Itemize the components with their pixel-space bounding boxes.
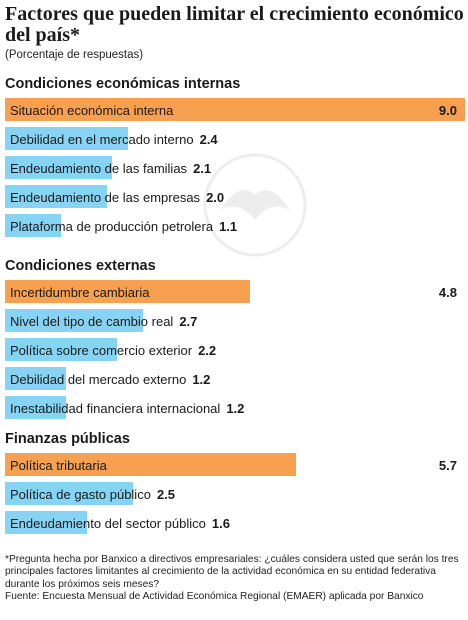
- data-label: 1.2: [192, 372, 211, 387]
- data-label: 2.7: [179, 314, 198, 329]
- bar-row: Debilidad en el mercado interno 2.4: [5, 127, 465, 150]
- category-label: Inestabilidad financiera internacional: [10, 401, 221, 416]
- bar: [5, 156, 113, 179]
- data-label: 2.2: [198, 343, 217, 358]
- bar-label: Plataforma de producción petrolera 1.1: [10, 214, 237, 237]
- bar-row: Debilidad del mercado externo 1.2: [5, 367, 465, 390]
- category-label: Endeudamiento de las empresas: [10, 190, 201, 205]
- bar: [5, 338, 118, 361]
- section-title: Finanzas públicas: [5, 431, 130, 447]
- data-label: 2.4: [199, 132, 218, 147]
- footnote-source: Fuente: Encuesta Mensual de Actividad Ec…: [5, 590, 424, 602]
- bar: [5, 511, 87, 534]
- bar: [5, 482, 133, 505]
- category-label: Debilidad en el mercado interno: [10, 132, 194, 147]
- bar-row: Nivel del tipo de cambio real 2.7: [5, 309, 465, 332]
- data-label: 1.1: [219, 219, 238, 234]
- bar-label: Endeudamiento del sector público 1.6: [10, 511, 230, 534]
- category-label: Incertidumbre cambiaria: [10, 285, 150, 300]
- bar-label: Endeudamiento de las empresas 2.0: [10, 185, 224, 208]
- bar-row: Plataforma de producción petrolera 1.1: [5, 214, 465, 237]
- bar-label: Política tributaria: [10, 453, 107, 476]
- bar-row: Endeudamiento de las empresas 2.0: [5, 185, 465, 208]
- bar-row: Situación económica interna 9.0: [5, 98, 465, 121]
- data-label: 5.7: [438, 458, 457, 473]
- bar: [5, 185, 108, 208]
- data-label: 2.1: [193, 161, 212, 176]
- section-title: Condiciones externas: [5, 258, 156, 274]
- category-label: Política sobre comercio exterior: [10, 343, 193, 358]
- bar-label: Inestabilidad financiera internacional 1.…: [10, 396, 244, 419]
- category-label: Plataforma de producción petrolera: [10, 219, 214, 234]
- bar: [5, 396, 67, 419]
- bar: [5, 280, 251, 303]
- chart-subtitle: (Porcentaje de respuestas): [5, 49, 144, 61]
- bar: [5, 214, 62, 237]
- footnote-note: *Pregunta hecha por Banxico a directivos…: [5, 554, 459, 590]
- data-label: 2.5: [156, 487, 176, 502]
- chart-title: Factores que pueden limitar el crecimien…: [5, 3, 464, 46]
- bar-row: Política tributaria 5.7: [5, 453, 465, 476]
- category-label: Política tributaria: [10, 458, 107, 473]
- bar-label: Debilidad del mercado externo 1.2: [10, 367, 210, 390]
- bar: [5, 309, 143, 332]
- category-label: Endeudamiento del sector público: [10, 516, 206, 531]
- bar-label: Política sobre comercio exterior 2.2: [10, 338, 216, 361]
- data-label: 4.8: [438, 285, 457, 300]
- bar-row: Inestabilidad financiera internacional 1.…: [5, 396, 465, 419]
- bar-label: Política de gasto público 2.5: [10, 482, 175, 505]
- bar-label: Debilidad en el mercado interno 2.4: [10, 127, 218, 150]
- category-label: Debilidad del mercado externo: [10, 372, 187, 387]
- section-title: Condiciones económicas internas: [5, 76, 241, 92]
- bar-label: Nivel del tipo de cambio real 2.7: [10, 309, 197, 332]
- bar-row: Política de gasto público 2.5: [5, 482, 465, 505]
- data-label: 2.0: [206, 190, 225, 205]
- data-label: 1.6: [211, 516, 230, 531]
- category-label: Política de gasto público: [10, 487, 151, 502]
- data-label: 9.0: [438, 103, 457, 118]
- data-label: 1.2: [226, 401, 245, 416]
- category-label: Situación económica interna: [10, 103, 174, 118]
- bar: [5, 453, 297, 476]
- bar-label: Situación económica interna: [10, 98, 173, 121]
- bar: [5, 127, 128, 150]
- bar-row: Endeudamiento del sector público 1.6: [5, 511, 465, 534]
- bar: [5, 367, 67, 390]
- category-label: Endeudamiento de las familias: [10, 161, 188, 176]
- eagle-watermark-icon: [203, 153, 307, 257]
- bar-row: Política sobre comercio exterior 2.2: [5, 338, 465, 361]
- category-label: Nivel del tipo de cambio real: [10, 314, 174, 329]
- bar-label: Incertidumbre cambiaria: [10, 280, 149, 303]
- bar-row: Incertidumbre cambiaria 4.8: [5, 280, 465, 303]
- footnote: *Pregunta hecha por Banxico a directivos…: [5, 554, 465, 603]
- bar: [5, 98, 465, 121]
- bar-label: Endeudamiento de las familias 2.1: [10, 156, 211, 179]
- bar-row: Endeudamiento de las familias 2.1: [5, 156, 465, 179]
